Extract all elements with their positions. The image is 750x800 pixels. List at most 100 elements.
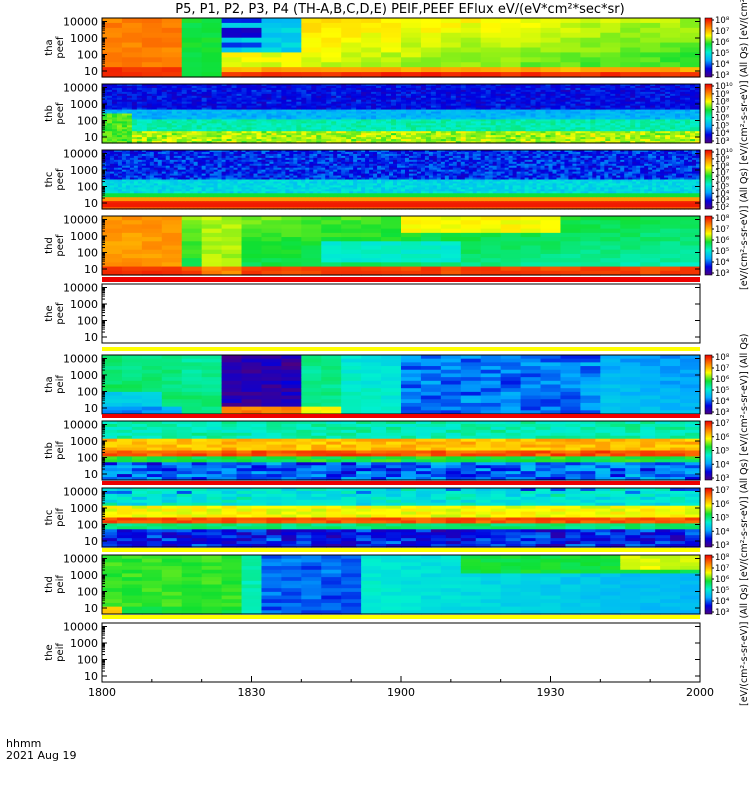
heatmap-cell bbox=[361, 87, 367, 91]
heatmap-cell bbox=[281, 85, 287, 89]
heatmap-cell bbox=[185, 171, 191, 175]
heatmap-cell bbox=[351, 125, 357, 128]
heatmap-cell bbox=[620, 87, 626, 91]
heatmap-cell bbox=[560, 113, 567, 117]
heatmap-cell bbox=[301, 135, 307, 138]
heatmap-cell bbox=[361, 37, 382, 44]
heatmap-cell bbox=[129, 161, 135, 165]
heatmap-cell bbox=[665, 113, 671, 117]
heatmap-cell bbox=[281, 105, 287, 109]
heatmap-cell bbox=[281, 32, 302, 39]
heatmap-cell bbox=[356, 135, 362, 138]
heatmap-cell bbox=[525, 113, 532, 117]
heatmap-cell bbox=[213, 161, 219, 165]
heatmap-cell bbox=[261, 121, 268, 124]
heatmap-cell bbox=[221, 137, 228, 140]
heatmap-cell bbox=[540, 107, 547, 111]
heatmap-cell bbox=[276, 133, 282, 136]
heatmap-cell bbox=[153, 187, 159, 190]
heatmap-cell bbox=[515, 139, 522, 142]
heatmap-cell bbox=[201, 179, 207, 183]
heatmap-cell bbox=[189, 189, 195, 192]
heatmap-cell bbox=[615, 137, 621, 140]
heatmap-cell bbox=[231, 89, 238, 93]
heatmap-cell bbox=[131, 87, 138, 91]
heatmap-cell bbox=[126, 117, 133, 120]
heatmap-cell bbox=[137, 161, 143, 165]
heatmap-cell bbox=[156, 131, 163, 134]
heatmap-cell bbox=[341, 27, 362, 34]
heatmap-cell bbox=[480, 97, 487, 101]
heatmap-cell bbox=[635, 99, 641, 103]
heatmap-cell bbox=[106, 91, 113, 95]
heatmap-cell bbox=[201, 123, 208, 126]
heatmap-cell bbox=[296, 97, 302, 101]
heatmap-cell bbox=[635, 131, 641, 134]
heatmap-cell bbox=[137, 203, 143, 206]
heatmap-cell bbox=[196, 139, 203, 142]
heatmap-cell bbox=[460, 109, 467, 113]
heatmap-cell bbox=[346, 141, 352, 144]
heatmap-cell bbox=[550, 107, 557, 111]
heatmap-cell bbox=[670, 113, 676, 117]
heatmap-cell bbox=[151, 119, 158, 122]
heatmap-cell bbox=[420, 109, 427, 113]
heatmap-cell bbox=[555, 131, 562, 134]
heatmap-cell bbox=[485, 129, 492, 132]
heatmap-cell bbox=[635, 123, 641, 126]
heatmap-cell bbox=[161, 123, 168, 126]
heatmap-cell bbox=[173, 153, 179, 157]
heatmap-cell bbox=[415, 117, 422, 120]
heatmap-cell bbox=[117, 150, 123, 153]
heatmap-cell bbox=[165, 205, 171, 208]
heatmap-cell bbox=[465, 119, 472, 122]
heatmap-cell bbox=[331, 121, 337, 124]
heatmap-cell bbox=[645, 84, 651, 87]
heatmap-cell bbox=[241, 57, 263, 63]
heatmap-cell bbox=[615, 95, 621, 99]
heatmap-cell bbox=[161, 151, 167, 155]
heatmap-cell bbox=[116, 111, 123, 115]
heatmap-cell bbox=[560, 52, 581, 58]
heatmap-cell bbox=[217, 203, 223, 206]
heatmap-cell bbox=[109, 151, 115, 155]
heatmap-cell bbox=[341, 67, 362, 73]
heatmap-cell bbox=[136, 131, 143, 134]
heatmap-cell bbox=[640, 22, 661, 29]
heatmap-cell bbox=[126, 99, 133, 103]
heatmap-cell bbox=[615, 125, 621, 128]
heatmap-cell bbox=[186, 109, 193, 113]
heatmap-cell bbox=[173, 181, 179, 185]
heatmap-cell bbox=[625, 125, 631, 128]
heatmap-cell bbox=[121, 139, 128, 142]
heatmap-cell bbox=[331, 93, 337, 97]
heatmap-cell bbox=[166, 127, 173, 130]
heatmap-cell bbox=[650, 119, 656, 122]
heatmap-cell bbox=[116, 115, 123, 119]
heatmap-cell bbox=[102, 72, 123, 78]
heatmap-cell bbox=[420, 93, 427, 97]
heatmap-cell bbox=[625, 93, 631, 97]
heatmap-cell bbox=[286, 141, 292, 144]
heatmap-cell bbox=[153, 201, 159, 204]
heatmap-cell bbox=[510, 141, 517, 144]
heatmap-cell bbox=[316, 105, 322, 109]
heatmap-cell bbox=[610, 95, 616, 99]
heatmap-cell bbox=[361, 27, 382, 34]
heatmap-cell bbox=[386, 141, 392, 144]
heatmap-cell bbox=[193, 171, 199, 175]
heatmap-cell bbox=[165, 187, 171, 190]
heatmap-cell bbox=[236, 103, 243, 107]
heatmap-cell bbox=[256, 131, 263, 134]
heatmap-cell bbox=[153, 207, 159, 210]
heatmap-cell bbox=[415, 133, 422, 136]
heatmap-cell bbox=[161, 167, 167, 171]
heatmap-cell bbox=[420, 119, 427, 122]
heatmap-cell bbox=[276, 87, 282, 91]
heatmap-cell bbox=[341, 111, 347, 115]
heatmap-cell bbox=[321, 117, 327, 120]
heatmap-cell bbox=[605, 125, 611, 128]
heatmap-cell bbox=[520, 57, 542, 63]
heatmap-cell bbox=[109, 169, 115, 173]
heatmap-cell bbox=[126, 129, 133, 132]
